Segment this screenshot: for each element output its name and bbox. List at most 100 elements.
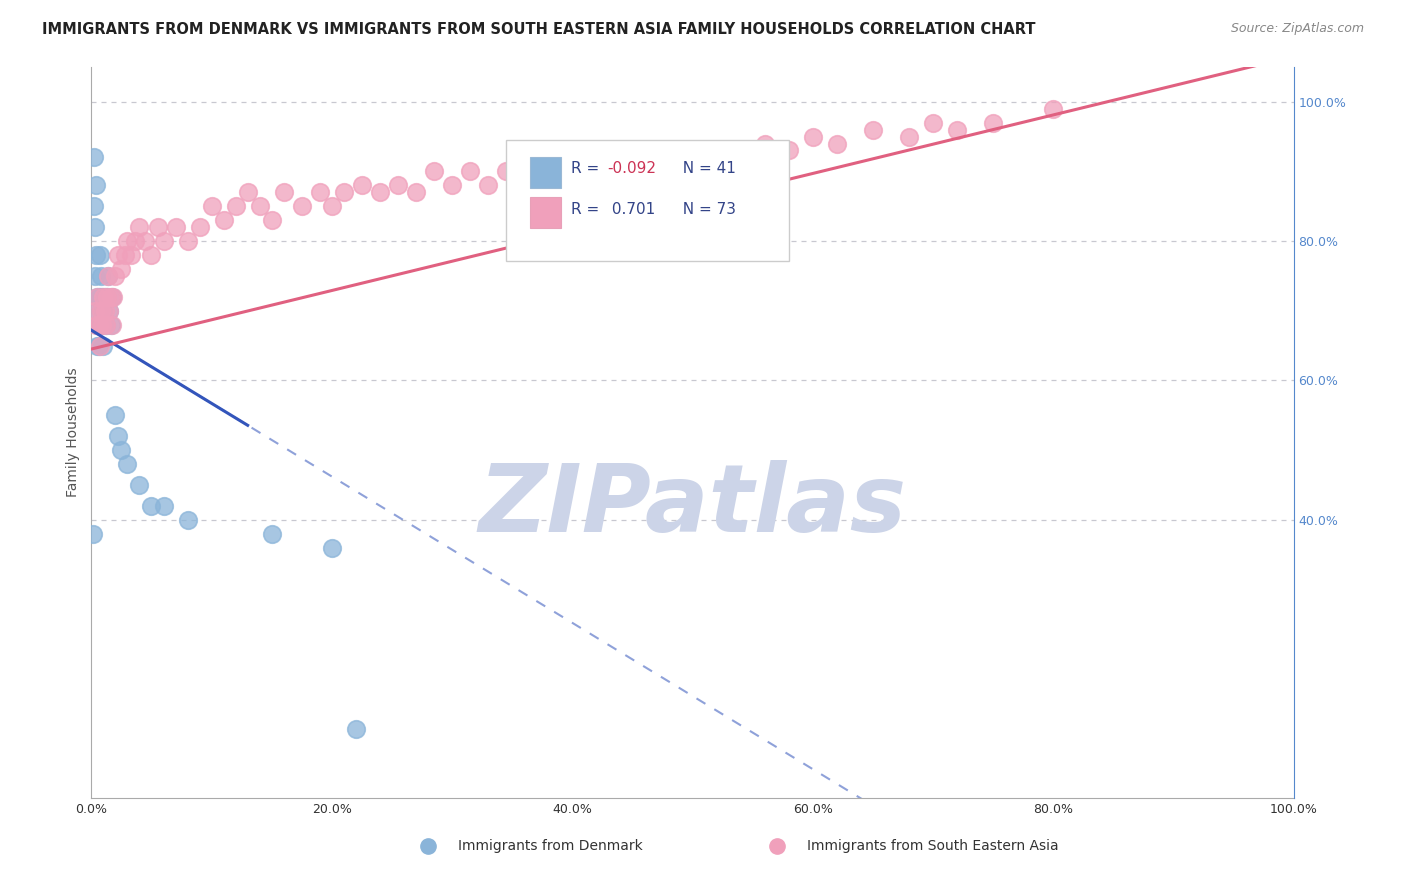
- Point: [477, 178, 499, 193]
- Point: [1042, 102, 1064, 116]
- Point: [458, 164, 481, 178]
- Text: ZIPatlas: ZIPatlas: [478, 459, 907, 552]
- Point: [344, 722, 367, 736]
- Point: [89, 318, 111, 332]
- Point: [897, 129, 920, 144]
- Point: [531, 164, 554, 178]
- Point: [152, 499, 174, 513]
- Point: [101, 290, 124, 304]
- Point: [93, 303, 115, 318]
- Point: [308, 186, 330, 200]
- Text: IMMIGRANTS FROM DENMARK VS IMMIGRANTS FROM SOUTH EASTERN ASIA FAMILY HOUSEHOLDS : IMMIGRANTS FROM DENMARK VS IMMIGRANTS FR…: [42, 22, 1036, 37]
- Point: [94, 318, 117, 332]
- Point: [89, 248, 111, 262]
- Point: [981, 115, 1004, 129]
- FancyBboxPatch shape: [530, 157, 561, 187]
- Point: [236, 186, 259, 200]
- Point: [946, 122, 969, 136]
- Point: [368, 186, 391, 200]
- Point: [86, 290, 108, 304]
- Point: [152, 234, 174, 248]
- Point: [440, 178, 463, 193]
- Point: [91, 318, 114, 332]
- Point: [93, 303, 115, 318]
- Point: [87, 318, 110, 332]
- Point: [87, 318, 110, 332]
- Point: [495, 164, 517, 178]
- Point: [681, 151, 703, 165]
- Point: [100, 318, 122, 332]
- Point: [657, 164, 679, 178]
- Point: [141, 499, 163, 513]
- Point: [101, 290, 124, 304]
- Point: [176, 234, 198, 248]
- Point: [98, 303, 121, 318]
- Point: [567, 164, 589, 178]
- Point: [97, 268, 120, 283]
- Point: [89, 290, 111, 304]
- Point: [120, 248, 142, 262]
- Point: [124, 234, 146, 248]
- Point: [91, 290, 114, 304]
- Point: [387, 178, 409, 193]
- Point: [82, 526, 104, 541]
- Point: [84, 303, 107, 318]
- Point: [84, 318, 107, 332]
- Point: [603, 164, 626, 178]
- Point: [212, 213, 235, 227]
- Point: [93, 290, 115, 304]
- Point: [188, 220, 211, 235]
- Point: [640, 151, 662, 165]
- Point: [621, 144, 644, 158]
- Point: [706, 144, 728, 158]
- Point: [321, 199, 343, 213]
- Point: [91, 318, 114, 332]
- Point: [128, 478, 150, 492]
- Point: [778, 144, 800, 158]
- Point: [754, 136, 776, 151]
- Point: [83, 199, 105, 213]
- Point: [84, 303, 107, 318]
- Point: [90, 303, 112, 318]
- Point: [513, 178, 536, 193]
- Point: [86, 318, 108, 332]
- Point: [201, 199, 224, 213]
- Point: [84, 178, 107, 193]
- Point: [146, 220, 169, 235]
- Point: [87, 338, 110, 352]
- Point: [291, 199, 314, 213]
- Point: [97, 268, 120, 283]
- Point: [100, 290, 122, 304]
- Point: [87, 290, 110, 304]
- Point: [86, 338, 108, 352]
- Point: [94, 318, 117, 332]
- Point: [333, 186, 356, 200]
- Point: [176, 513, 198, 527]
- Point: [96, 290, 118, 304]
- Point: [93, 338, 115, 352]
- Point: [89, 338, 111, 352]
- Point: [260, 526, 283, 541]
- Point: [104, 408, 127, 422]
- Point: [107, 248, 129, 262]
- Point: [165, 220, 187, 235]
- Point: [260, 213, 283, 227]
- Text: Immigrants from South Eastern Asia: Immigrants from South Eastern Asia: [807, 838, 1059, 853]
- Point: [114, 248, 136, 262]
- Point: [83, 151, 105, 165]
- Point: [405, 186, 427, 200]
- Text: R =: R =: [571, 202, 605, 217]
- FancyBboxPatch shape: [506, 140, 789, 260]
- Text: Source: ZipAtlas.com: Source: ZipAtlas.com: [1230, 22, 1364, 36]
- Point: [93, 290, 115, 304]
- Point: [90, 303, 112, 318]
- Point: [801, 129, 824, 144]
- Point: [128, 220, 150, 235]
- Point: [730, 151, 752, 165]
- Point: [922, 115, 945, 129]
- FancyBboxPatch shape: [530, 197, 561, 227]
- Text: N = 73: N = 73: [673, 202, 737, 217]
- Point: [96, 290, 118, 304]
- Point: [862, 122, 884, 136]
- Text: R =: R =: [571, 161, 605, 177]
